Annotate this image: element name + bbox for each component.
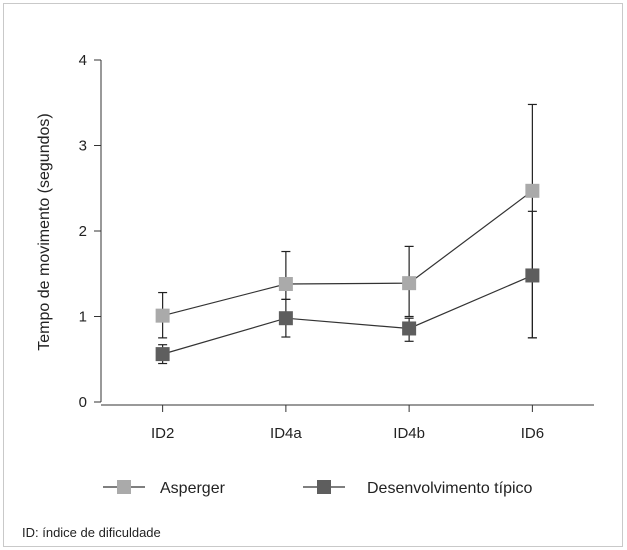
y-tick-label: 0 — [79, 394, 87, 411]
legend-marker — [317, 480, 331, 494]
series-line — [162, 274, 533, 355]
legend-marker — [117, 480, 131, 494]
y-tick-label: 3 — [79, 138, 87, 155]
legend-label: Asperger — [160, 480, 226, 497]
legend-label: Desenvolvimento típico — [367, 480, 533, 497]
y-tick-label: 2 — [79, 223, 87, 240]
series-1 — [155, 103, 540, 339]
data-point — [402, 276, 417, 291]
x-tick-label: ID4a — [270, 425, 302, 442]
legend: Asperger Desenvolvimento típico — [103, 480, 533, 497]
x-tick-label: ID6 — [521, 425, 544, 442]
chart-frame — [3, 3, 623, 547]
data-point — [155, 347, 170, 362]
y-axis-title: Tempo de movimento (segundos) — [36, 113, 53, 350]
data-point — [155, 308, 170, 323]
data-point — [278, 311, 293, 326]
data-point — [278, 277, 293, 292]
x-tick-label: ID4b — [393, 425, 425, 442]
series-line — [162, 190, 533, 317]
data-point — [525, 268, 540, 283]
series-2 — [155, 210, 540, 365]
series-layer — [155, 103, 540, 365]
axes: 0 1 2 3 4 ID2 ID4a ID4b ID6 — [79, 52, 594, 442]
data-point — [525, 183, 540, 198]
data-point — [402, 321, 417, 336]
x-tick-label: ID2 — [151, 425, 174, 442]
legend-item-1: Asperger — [103, 480, 226, 497]
legend-item-2: Desenvolvimento típico — [303, 480, 533, 497]
footnote: ID: índice de dificuldade — [22, 525, 161, 540]
y-tick-label: 4 — [79, 52, 87, 69]
y-tick-label: 1 — [79, 309, 87, 326]
